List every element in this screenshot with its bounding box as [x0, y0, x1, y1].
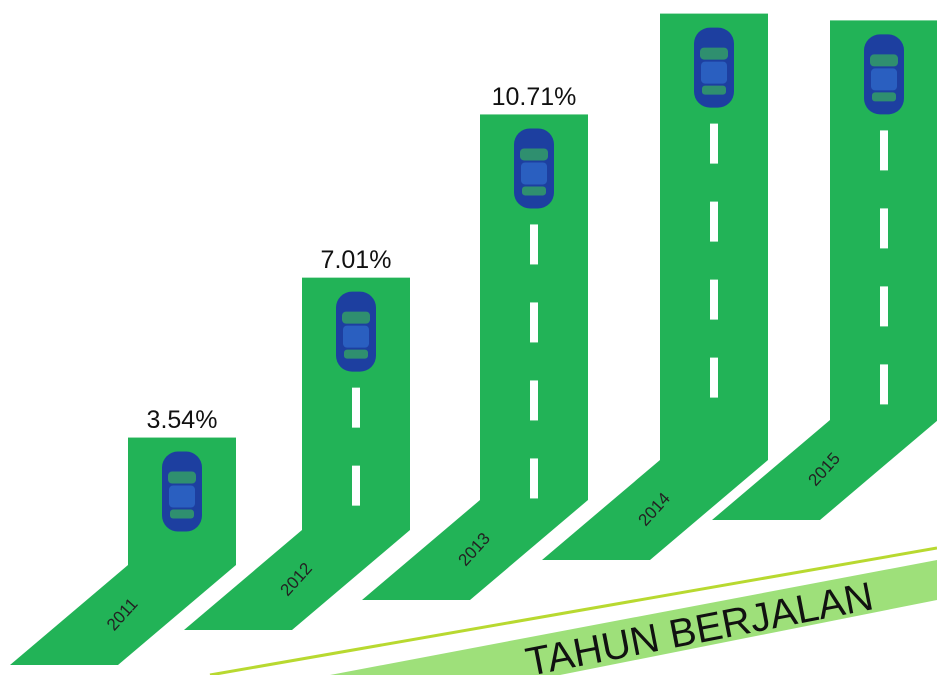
car-roof [169, 485, 195, 508]
lane-dash [880, 286, 888, 327]
car [514, 128, 554, 209]
lane-dash [352, 387, 360, 428]
road-floor [542, 460, 768, 560]
car-roof [521, 162, 547, 185]
car-roof [701, 61, 727, 84]
car-window [870, 54, 898, 67]
lane-dash [710, 123, 718, 164]
car [864, 34, 904, 115]
lane-dash [530, 224, 538, 265]
lane-dash [352, 465, 360, 506]
car [162, 451, 202, 532]
road-floor [10, 565, 236, 665]
road-floor [712, 420, 937, 520]
lane-dash [530, 458, 538, 499]
car-window [522, 186, 546, 196]
car-roof [343, 325, 369, 348]
value-label: 7.01% [321, 246, 392, 274]
lane-dash [710, 279, 718, 320]
value-label: 10.71% [492, 83, 577, 111]
road-floor [184, 530, 410, 630]
swoosh [330, 560, 937, 675]
car-roof [871, 68, 897, 91]
lane-dash [880, 130, 888, 171]
car [694, 27, 734, 108]
lane-dash [530, 302, 538, 343]
lane-dash [530, 380, 538, 421]
car-window [702, 85, 726, 95]
swoosh-line [209, 546, 937, 675]
value-label: 3.54% [147, 406, 218, 434]
car-window [170, 509, 194, 519]
car-window [168, 471, 196, 484]
lane-dash [880, 208, 888, 249]
lane-dash [710, 357, 718, 398]
car-window [342, 311, 370, 324]
car [336, 291, 376, 372]
lane-dash [710, 201, 718, 242]
car-window [520, 148, 548, 161]
car-window [344, 349, 368, 359]
road-floor [362, 500, 588, 600]
car-window [872, 92, 896, 102]
lane-dash [880, 364, 888, 405]
car-window [700, 47, 728, 60]
plot: TAHUN BERJALAN 20113.54%20127.01%201310.… [10, 13, 937, 675]
